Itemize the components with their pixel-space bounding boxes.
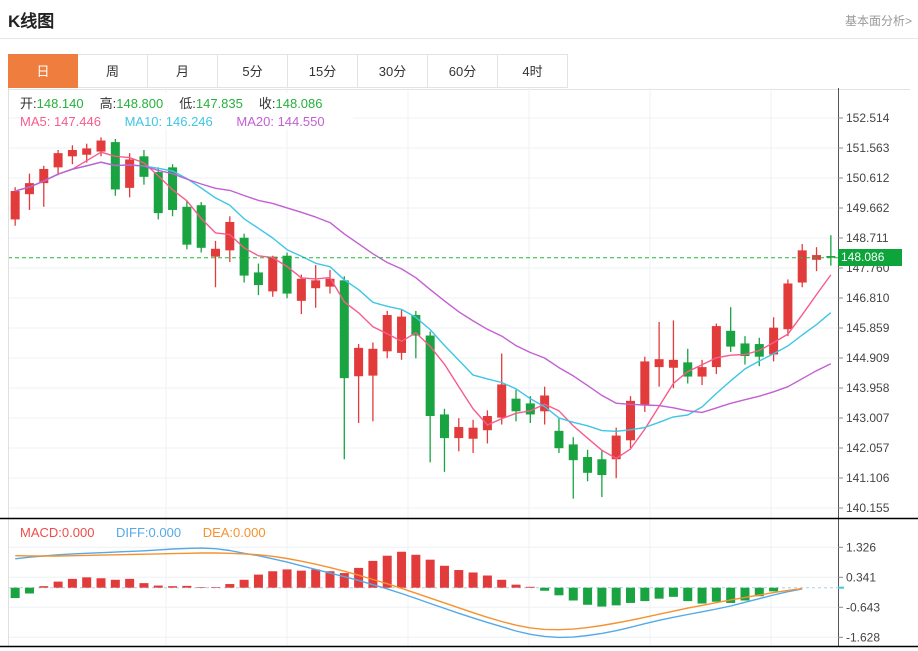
current-price-badge: 148.086 — [838, 249, 902, 266]
dea-value: DEA:0.000 — [202, 525, 266, 540]
svg-text:152.514: 152.514 — [846, 111, 890, 125]
ma-info: MA5: 147.446 MA10: 146.246 MA20: 144.550 — [20, 114, 353, 129]
svg-text:141.106: 141.106 — [846, 471, 890, 485]
ma5-value: MA5: 147.446 — [20, 114, 101, 129]
page-title: K线图 — [8, 12, 55, 31]
svg-text:1.326: 1.326 — [846, 540, 876, 554]
open-label: 开: — [20, 96, 37, 111]
svg-text:140.155: 140.155 — [846, 501, 890, 515]
fundamental-analysis-link[interactable]: 基本面分析> — [844, 14, 912, 28]
svg-text:149.662: 149.662 — [846, 201, 890, 215]
tab-week[interactable]: 周 — [78, 54, 148, 88]
svg-text:-1.628: -1.628 — [846, 630, 880, 644]
svg-text:151.563: 151.563 — [846, 141, 890, 155]
timeframe-tabs: 日周月 5分 15分 30分 60分 4时 — [8, 54, 910, 90]
svg-text:148.711: 148.711 — [846, 231, 889, 245]
close-label: 收: — [258, 96, 276, 111]
svg-text:142.057: 142.057 — [846, 441, 890, 455]
svg-text:150.612: 150.612 — [846, 171, 890, 185]
svg-text:145.859: 145.859 — [846, 321, 890, 335]
svg-text:143.958: 143.958 — [846, 381, 890, 395]
macd-info: MACD:0.000 DIFF:0.000 DEA:0.000 — [20, 525, 284, 540]
tab-60min[interactable]: 60分 — [428, 54, 498, 88]
macd-value: MACD:0.000 — [20, 525, 95, 540]
ma20-value: MA20: 144.550 — [236, 114, 325, 129]
close-value: 148.086 — [275, 96, 323, 111]
svg-text:143.007: 143.007 — [846, 411, 890, 425]
candlestick-chart[interactable]: 152.514151.563150.612149.662148.711147.7… — [0, 88, 918, 651]
chart-area: 152.514 151.563 150.612 149.662 148.711 147.7… — [0, 88, 918, 651]
tab-5min[interactable]: 5分 — [218, 54, 288, 88]
svg-text:0.341: 0.341 — [846, 570, 876, 584]
tab-30min[interactable]: 30分 — [358, 54, 428, 88]
svg-text:-0.643: -0.643 — [846, 600, 880, 614]
svg-text:144.909: 144.909 — [846, 351, 890, 365]
tab-15min[interactable]: 15分 — [288, 54, 358, 88]
high-value: 148.800 — [116, 96, 164, 111]
tab-day[interactable]: 日 — [8, 54, 78, 88]
ohlc-info: 开:148.140 高:148.800 低:147.835 收:148.086 — [20, 93, 347, 112]
tab-month[interactable]: 月 — [148, 54, 218, 88]
tab-4hour[interactable]: 4时 — [498, 54, 568, 88]
low-label: 低: — [179, 96, 196, 111]
low-value: 147.835 — [195, 96, 243, 111]
ma10-value: MA10: 146.246 — [124, 114, 213, 129]
open-value: 148.140 — [36, 96, 84, 111]
diff-value: DIFF:0.000 — [116, 525, 182, 540]
svg-text:146.810: 146.810 — [846, 291, 890, 305]
header-divider — [0, 38, 918, 39]
high-label: 高: — [99, 96, 117, 111]
